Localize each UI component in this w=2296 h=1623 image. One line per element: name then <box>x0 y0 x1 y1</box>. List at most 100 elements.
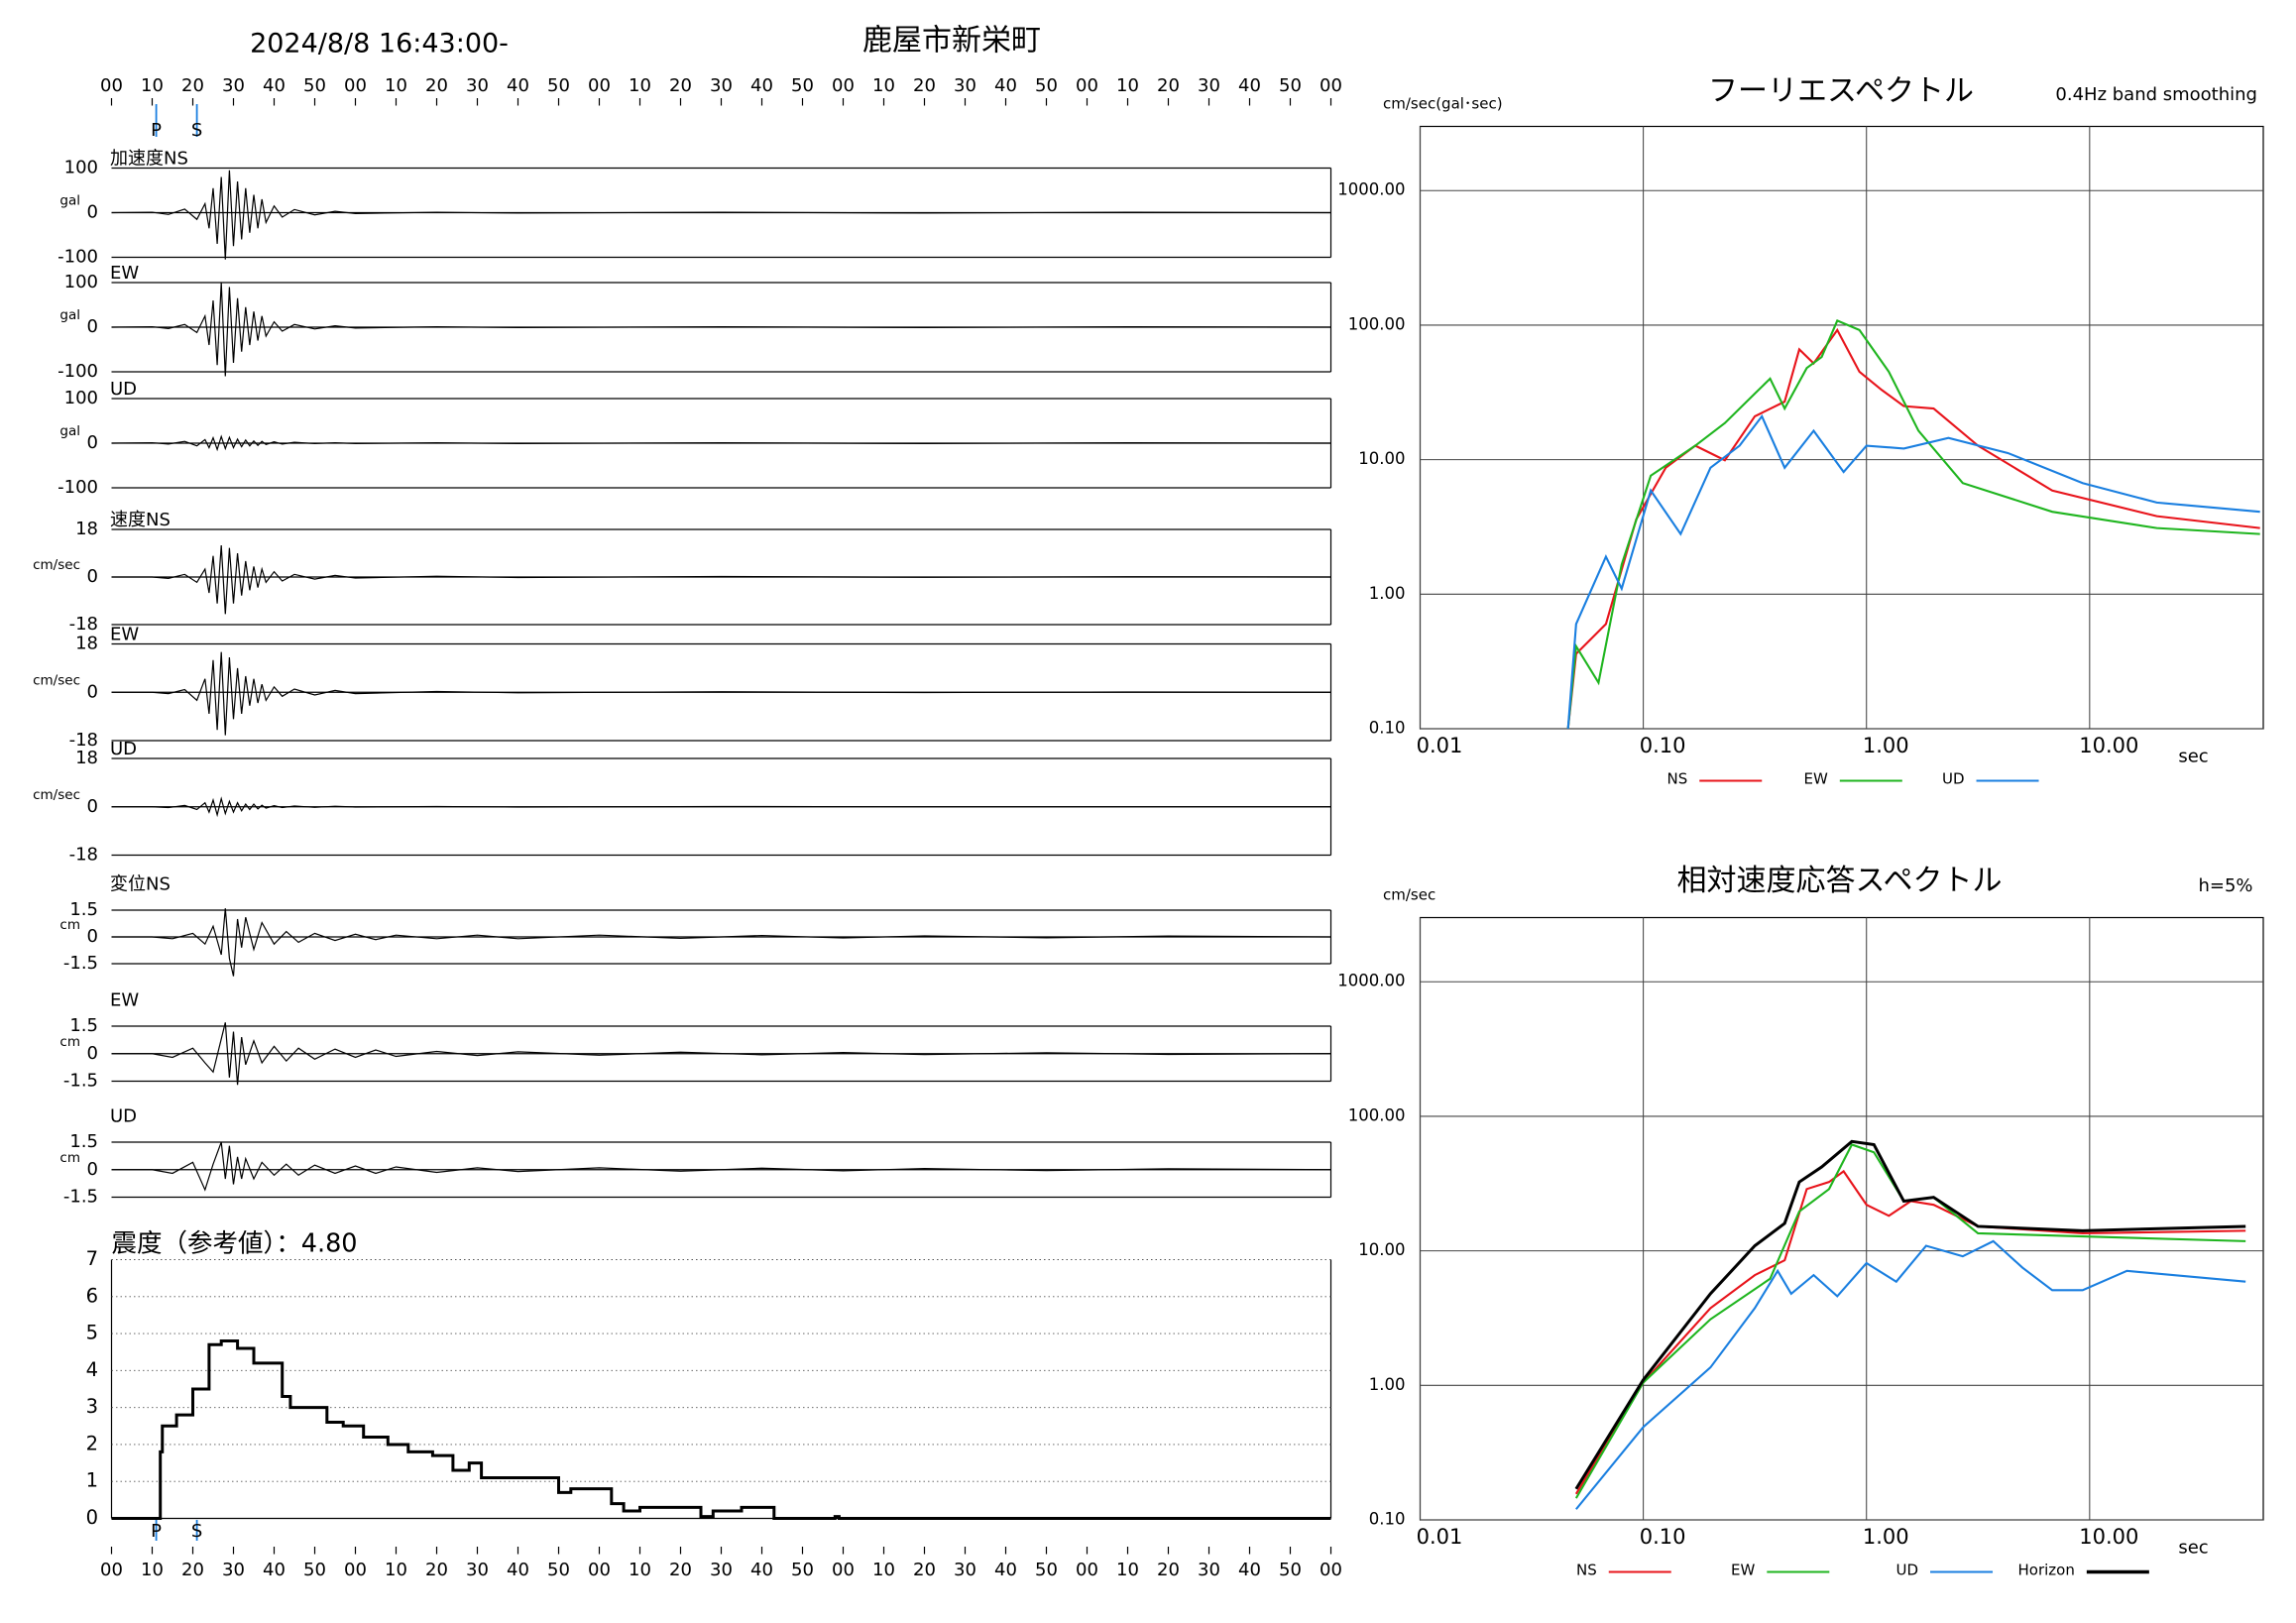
unit-label: cm/sec <box>33 557 80 573</box>
y-tick-label: 4 <box>86 1358 98 1381</box>
legend-label: EW <box>1804 770 1828 788</box>
y-tick-label: 1 <box>86 1469 98 1492</box>
unit-label: gal <box>59 193 80 209</box>
y-tick-label: -18 <box>69 614 98 635</box>
waveform <box>111 1022 1331 1086</box>
legend-label: NS <box>1667 770 1688 788</box>
y-tick-label: -1.5 <box>63 1187 98 1208</box>
phase-label: S <box>191 120 202 141</box>
x-tick-label: 10 <box>872 1560 895 1580</box>
x-tick-label: 00 <box>588 1560 611 1580</box>
x-tick-label: 50 <box>1279 75 1302 96</box>
x-tick-label: 10 <box>141 75 164 96</box>
response-subtitle: h=5% <box>2198 875 2252 896</box>
y-tick-label: -100 <box>57 361 98 382</box>
x-tick-label: 10 <box>141 1560 164 1580</box>
y-tick-label: 100 <box>64 388 98 408</box>
y-tick-label: 0 <box>87 681 98 702</box>
y-tick-label: 100 <box>64 272 98 292</box>
y-tick-label: -100 <box>57 477 98 498</box>
waveform <box>111 908 1331 977</box>
x-tick-label: 10 <box>629 75 651 96</box>
x-tick-label: 0.10 <box>1640 1525 1686 1549</box>
x-tick-label: 50 <box>1035 75 1058 96</box>
y-tick-label: 1.5 <box>69 1015 98 1036</box>
legend-label: NS <box>1576 1562 1597 1579</box>
x-tick-label: 00 <box>344 75 367 96</box>
y-tick-label: -100 <box>57 247 98 268</box>
x-tick-label: 00 <box>1076 1560 1098 1580</box>
y-tick-label: 100 <box>64 158 98 178</box>
x-tick-label: 30 <box>466 75 489 96</box>
x-tick-label: 10 <box>872 75 895 96</box>
y-tick-label: 0 <box>87 566 98 587</box>
phase-label: P <box>151 1521 162 1542</box>
y-tick-label: 6 <box>86 1284 98 1307</box>
panel-label: EW <box>110 990 139 1011</box>
x-tick-label: 10 <box>385 1560 407 1580</box>
x-tick-label: 00 <box>588 75 611 96</box>
spectrum-line <box>1574 1169 2246 1495</box>
x-tick-label: 20 <box>669 75 692 96</box>
spectrum-line <box>1574 1143 2246 1499</box>
unit-label: gal <box>59 423 80 439</box>
x-tick-label: 10.00 <box>2079 1525 2138 1549</box>
x-tick-label: 30 <box>222 75 245 96</box>
y-tick-label: 7 <box>86 1247 98 1270</box>
x-tick-label: 0.10 <box>1640 734 1686 757</box>
legend-label: Horizon <box>2018 1562 2075 1579</box>
response-title: 相対速度応答スペクトル <box>1677 864 2003 898</box>
x-tick-label: 00 <box>832 1560 855 1580</box>
y-tick-label: 0 <box>87 316 98 337</box>
panel-label: EW <box>110 625 139 645</box>
y-tick-label: 3 <box>86 1395 98 1418</box>
x-tick-label: 00 <box>100 1560 123 1580</box>
y-tick-label: 0 <box>87 432 98 453</box>
spectrum-line <box>1566 413 2260 730</box>
y-tick-label: 18 <box>75 519 98 539</box>
waveform <box>111 796 1331 818</box>
x-tick-label: 30 <box>222 1560 245 1580</box>
y-tick-label: 100.00 <box>1348 314 1406 333</box>
panel-label: EW <box>110 263 139 284</box>
legend-label: UD <box>1896 1562 1919 1579</box>
x-tick-label: 00 <box>344 1560 367 1580</box>
x-tick-label: 50 <box>547 75 570 96</box>
unit-label: gal <box>59 307 80 323</box>
x-tick-label: 20 <box>669 1560 692 1580</box>
y-tick-label: 1000.00 <box>1337 180 1405 199</box>
panel-label: 速度NS <box>110 510 171 530</box>
x-tick-label: 20 <box>913 1560 936 1580</box>
panel-label: 加速度NS <box>110 149 188 170</box>
x-tick-label: 30 <box>710 1560 733 1580</box>
y-tick-label: 1000.00 <box>1337 972 1405 990</box>
waveform <box>111 544 1331 615</box>
response-y-label: cm/sec <box>1383 886 1435 904</box>
legend-label: UD <box>1942 770 1965 788</box>
y-tick-label: 10.00 <box>1358 449 1405 468</box>
x-tick-label: 10 <box>385 75 407 96</box>
x-tick-label: 20 <box>181 1560 204 1580</box>
intensity-title: 震度（参考値）：4.80 <box>112 1229 358 1259</box>
y-tick-label: 10.00 <box>1358 1240 1405 1259</box>
y-tick-label: 1.00 <box>1369 1375 1406 1394</box>
response-x-label: sec <box>2178 1538 2208 1559</box>
panel-label: UD <box>110 1106 137 1127</box>
x-tick-label: 40 <box>263 1560 286 1580</box>
x-tick-label: 0.01 <box>1417 734 1463 757</box>
unit-label: cm <box>59 917 80 933</box>
x-tick-label: 50 <box>547 1560 570 1580</box>
x-tick-label: 30 <box>954 1560 976 1580</box>
unit-label: cm <box>59 1034 80 1050</box>
y-tick-label: 0 <box>87 1159 98 1180</box>
x-tick-label: 50 <box>791 1560 814 1580</box>
x-tick-label: 10 <box>1116 75 1139 96</box>
x-tick-label: 10.00 <box>2079 734 2138 757</box>
x-tick-label: 40 <box>994 75 1017 96</box>
x-tick-label: 40 <box>263 75 286 96</box>
panel-label: UD <box>110 739 137 759</box>
y-tick-label: 0 <box>86 1506 98 1529</box>
x-tick-label: 50 <box>1035 1560 1058 1580</box>
waveform <box>111 170 1331 260</box>
